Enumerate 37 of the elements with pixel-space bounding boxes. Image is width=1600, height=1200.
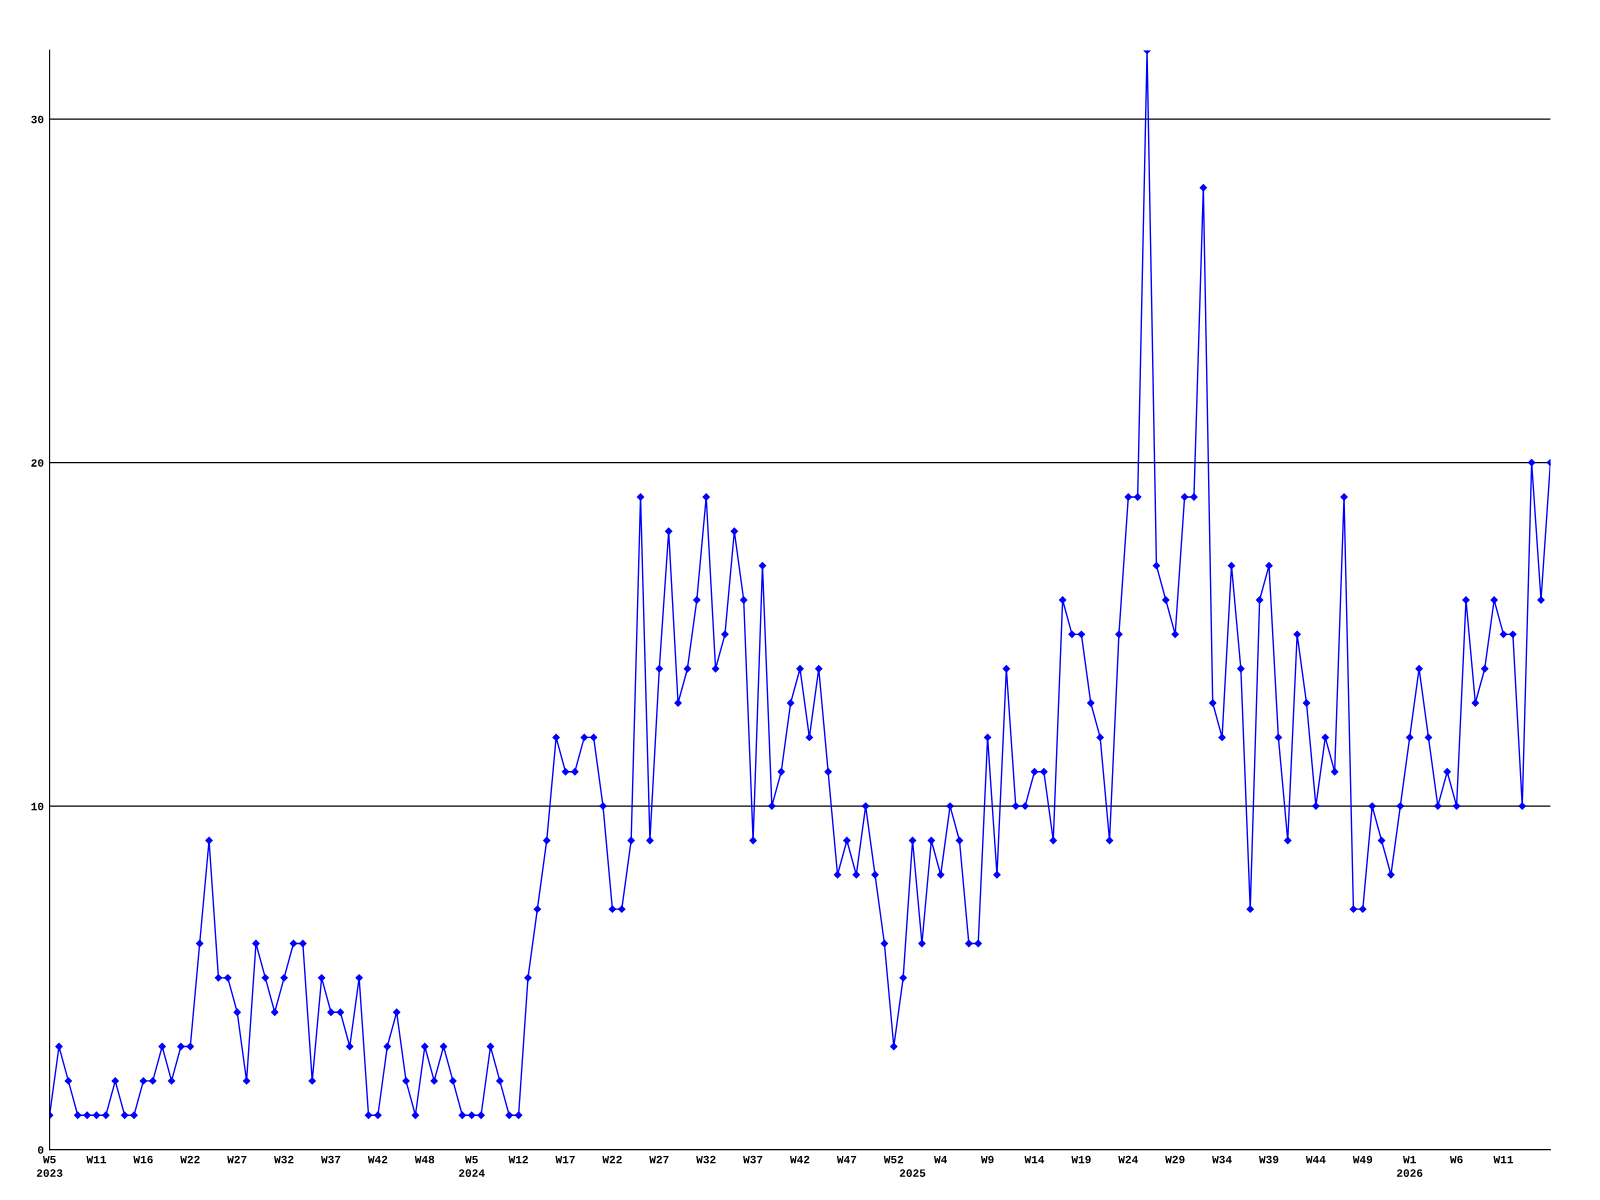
x-tick-label: W34 xyxy=(1212,1155,1232,1164)
x-tick-label: W24 xyxy=(1118,1155,1138,1164)
x-tick-label: W27 xyxy=(227,1155,247,1164)
x-tick-label: W11 xyxy=(86,1155,107,1164)
x-tick-label: 2025 xyxy=(899,1169,926,1177)
x-tick-label: W4 xyxy=(934,1155,948,1164)
x-tick-label: W48 xyxy=(414,1155,435,1164)
x-tick-label: W11 xyxy=(1493,1155,1514,1164)
y-tick-label: 10 xyxy=(31,802,44,811)
x-tick-label: W42 xyxy=(790,1155,810,1164)
x-tick-label: W42 xyxy=(367,1155,388,1164)
x-tick-label: W6 xyxy=(1449,1155,1463,1164)
x-tick-label: W19 xyxy=(1071,1155,1091,1164)
x-tick-label: W32 xyxy=(696,1155,716,1164)
x-tick-label: W9 xyxy=(980,1155,994,1164)
x-tick-label: W5 2024 xyxy=(459,1155,485,1177)
x-tick-label: W47 xyxy=(836,1155,857,1164)
x-tick-label: W37 xyxy=(321,1155,341,1164)
x-tick-label: W52 xyxy=(883,1155,904,1164)
x-tick-label: W39 xyxy=(1259,1155,1279,1164)
x-tick-label: W1 2026 xyxy=(1397,1155,1423,1177)
y-tick-label: 20 xyxy=(31,459,44,467)
x-tick-label: W29 xyxy=(1165,1155,1185,1164)
x-tick-label: W12 xyxy=(508,1155,528,1164)
x-tick-label: W17 xyxy=(555,1155,575,1164)
x-tick-label: W22 xyxy=(602,1155,622,1164)
x-tick-label: W22 xyxy=(180,1155,200,1164)
x-tick-label: W37 xyxy=(743,1155,763,1164)
x-tick-label: W27 xyxy=(649,1155,669,1164)
x-tick-label: W49 xyxy=(1352,1155,1373,1164)
x-tick-label: W32 xyxy=(274,1155,294,1164)
x-tick-label: W14 xyxy=(1024,1155,1045,1164)
y-tick-label: 30 xyxy=(31,115,44,124)
x-tick-label: W44 xyxy=(1305,1155,1326,1164)
x-tick-label: W5 2023 xyxy=(36,1155,63,1177)
x-tick-label: W16 xyxy=(133,1155,153,1164)
y-tick-label: 0 xyxy=(38,1146,44,1154)
